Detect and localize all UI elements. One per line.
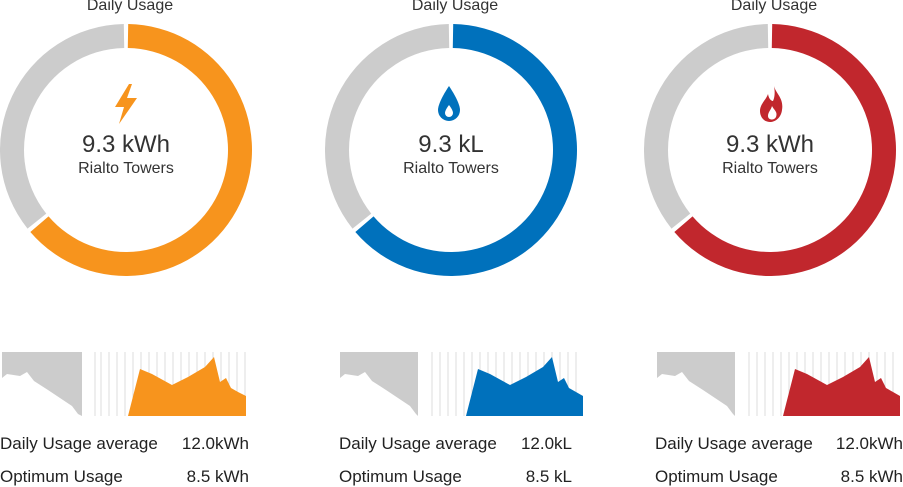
stat-value-average: 12.0kL xyxy=(521,434,572,454)
usage-panel-electricity: Daily Usage 9.3 kWh Rialto Towers Daily … xyxy=(0,0,260,487)
usage-sparkline xyxy=(657,352,903,416)
stat-label-optimum: Optimum Usage xyxy=(655,467,778,487)
stat-value-optimum: 8.5 kWh xyxy=(841,467,903,487)
donut-track xyxy=(644,24,768,229)
panel-title: Daily Usage xyxy=(0,0,260,15)
usage-value: 9.3 kL xyxy=(325,131,577,159)
lightning-icon xyxy=(110,82,142,126)
donut-track xyxy=(325,24,449,229)
stat-value-average: 12.0kWh xyxy=(836,434,903,454)
building-name: Rialto Towers xyxy=(644,160,896,178)
usage-sparkline xyxy=(2,352,250,416)
stat-label-optimum: Optimum Usage xyxy=(339,467,462,487)
usage-panel-water: Daily Usage 9.3 kL Rialto Towers Daily U… xyxy=(325,0,585,487)
usage-value: 9.3 kWh xyxy=(0,131,252,159)
flame-icon xyxy=(756,82,788,126)
stat-label-average: Daily Usage average xyxy=(339,434,497,454)
stat-value-average: 12.0kWh xyxy=(182,434,249,454)
water-drop-icon xyxy=(433,82,465,126)
building-name: Rialto Towers xyxy=(0,160,252,178)
stat-label-average: Daily Usage average xyxy=(0,434,158,454)
usage-value: 9.3 kWh xyxy=(644,131,896,159)
stat-value-optimum: 8.5 kWh xyxy=(187,467,249,487)
building-name: Rialto Towers xyxy=(325,160,577,178)
stat-label-optimum: Optimum Usage xyxy=(0,467,123,487)
usage-panel-gas: Daily Usage 9.3 kWh Rialto Towers Daily … xyxy=(644,0,903,487)
usage-sparkline xyxy=(340,352,588,416)
panel-title: Daily Usage xyxy=(325,0,585,15)
donut-track xyxy=(0,24,124,229)
stat-label-average: Daily Usage average xyxy=(655,434,813,454)
panel-title: Daily Usage xyxy=(644,0,903,15)
stat-value-optimum: 8.5 kL xyxy=(526,467,572,487)
